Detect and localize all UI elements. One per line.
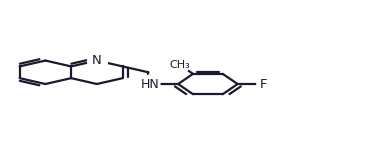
Text: HN: HN (141, 78, 159, 91)
Text: N: N (92, 54, 102, 67)
Text: CH₃: CH₃ (169, 60, 190, 70)
Text: F: F (260, 78, 268, 91)
